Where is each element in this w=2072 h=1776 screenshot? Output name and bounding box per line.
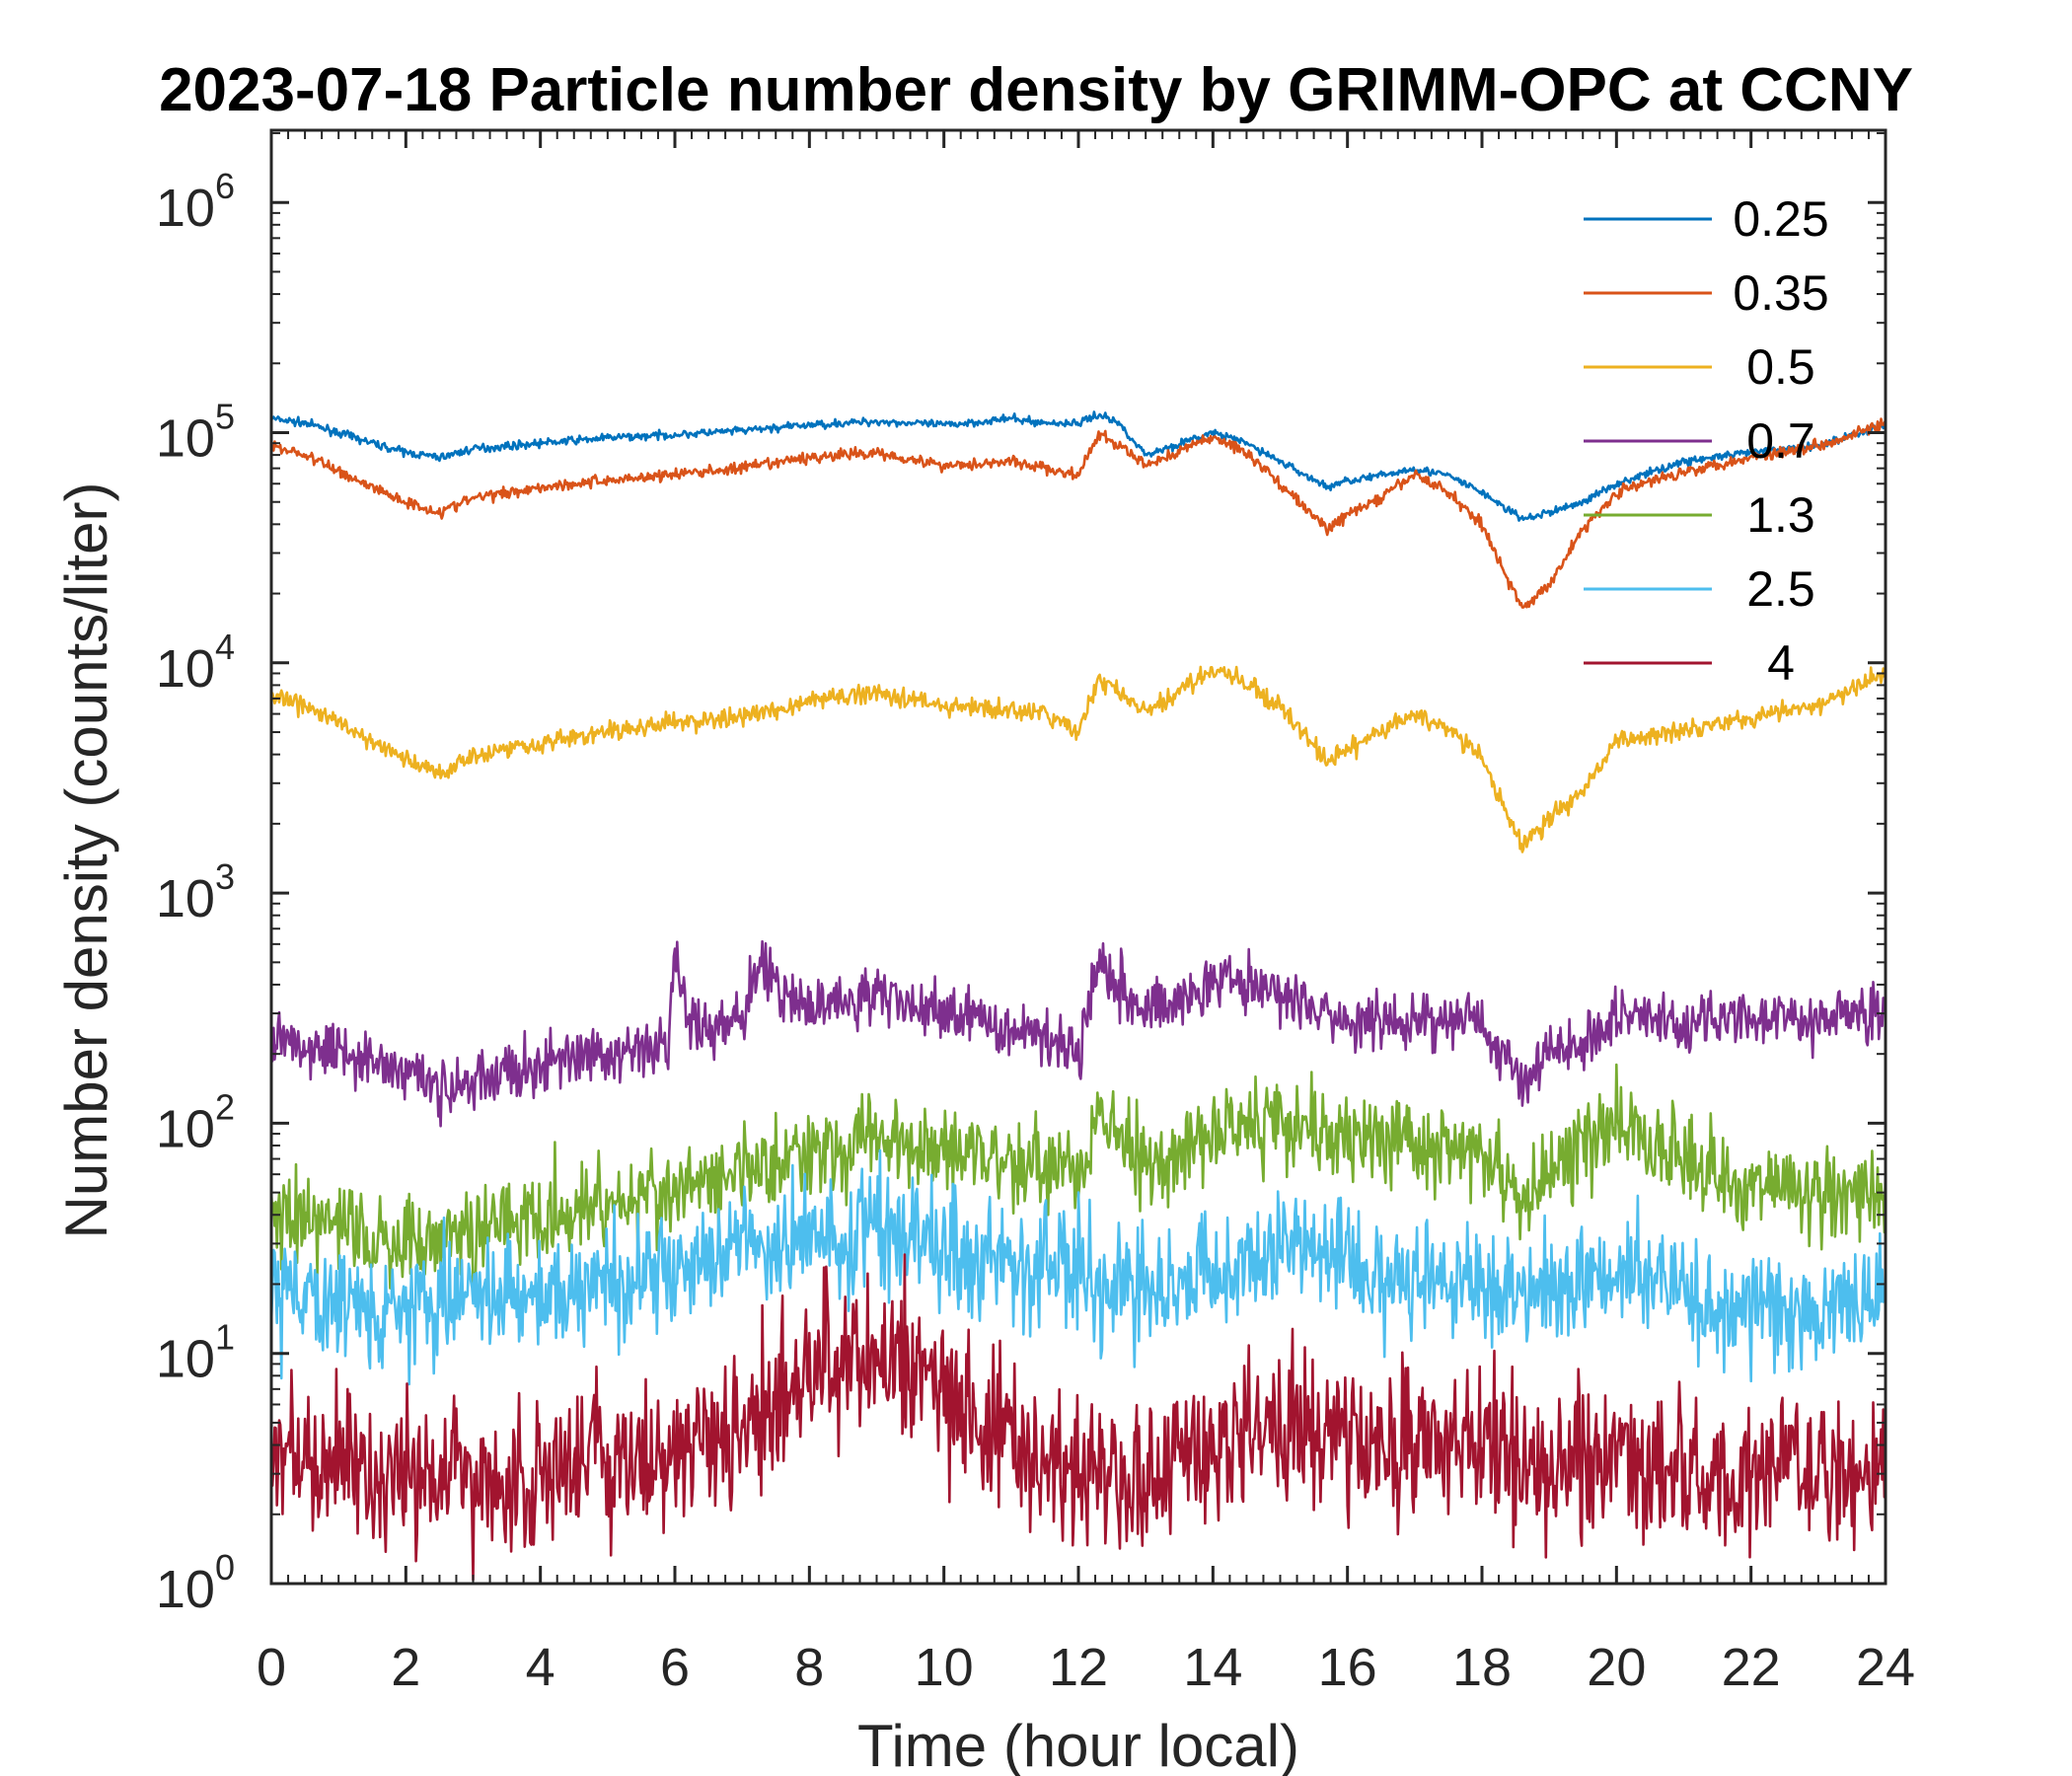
legend-label: 0.35 [1733,265,1828,321]
y-minor-ticks [271,131,1886,1516]
x-tick-label: 18 [1452,1638,1512,1697]
series-line-4 [270,1253,1887,1582]
x-axis-ticks: 0 2 4 6 8 10 12 14 16 18 20 22 24 [257,130,1915,1697]
legend-label: 0.5 [1746,339,1815,395]
x-tick-label: 20 [1587,1638,1646,1697]
y-axis-label: Number density (counts/liter) [53,482,119,1239]
y-tick-label: 102 [156,1086,235,1158]
x-tick-label: 12 [1049,1638,1108,1697]
x-tick-label: 4 [526,1638,555,1697]
legend-label: 0.7 [1746,413,1815,469]
x-tick-label: 2 [391,1638,420,1697]
chart-title: 2023-07-18 Particle number density by GR… [159,56,1913,124]
legend: 0.25 0.35 0.5 0.7 1.3 2.5 4 [1584,191,1829,691]
series-lines [269,410,1887,1582]
y-tick-label: 106 [156,166,235,238]
legend-label: 1.3 [1746,487,1815,543]
x-tick-label: 8 [794,1638,824,1697]
x-axis-label: Time (hour local) [857,1713,1299,1776]
y-tick-label: 103 [156,856,235,928]
legend-label: 0.25 [1733,191,1828,247]
series-line-0-5 [269,665,1887,853]
x-tick-label: 10 [915,1638,974,1697]
series-line-2-5 [269,1148,1887,1386]
y-axis-ticks: 100 101 102 103 104 105 106 [156,166,1886,1619]
legend-label: 4 [1767,635,1795,691]
x-minor-ticks [287,130,1870,1584]
legend-label: 2.5 [1746,561,1815,617]
y-tick-label: 101 [156,1317,235,1389]
series-line-0-7 [269,939,1887,1128]
y-tick-label: 100 [156,1547,235,1619]
series-line-0-25 [269,410,1887,522]
y-tick-label: 104 [156,627,235,699]
y-tick-label: 105 [156,397,235,469]
x-tick-label: 14 [1183,1638,1242,1697]
x-tick-label: 24 [1856,1638,1915,1697]
x-tick-label: 0 [257,1638,286,1697]
x-tick-label: 16 [1318,1638,1377,1697]
series-line-0-35 [269,417,1887,609]
x-tick-label: 6 [660,1638,690,1697]
x-tick-label: 22 [1722,1638,1781,1697]
